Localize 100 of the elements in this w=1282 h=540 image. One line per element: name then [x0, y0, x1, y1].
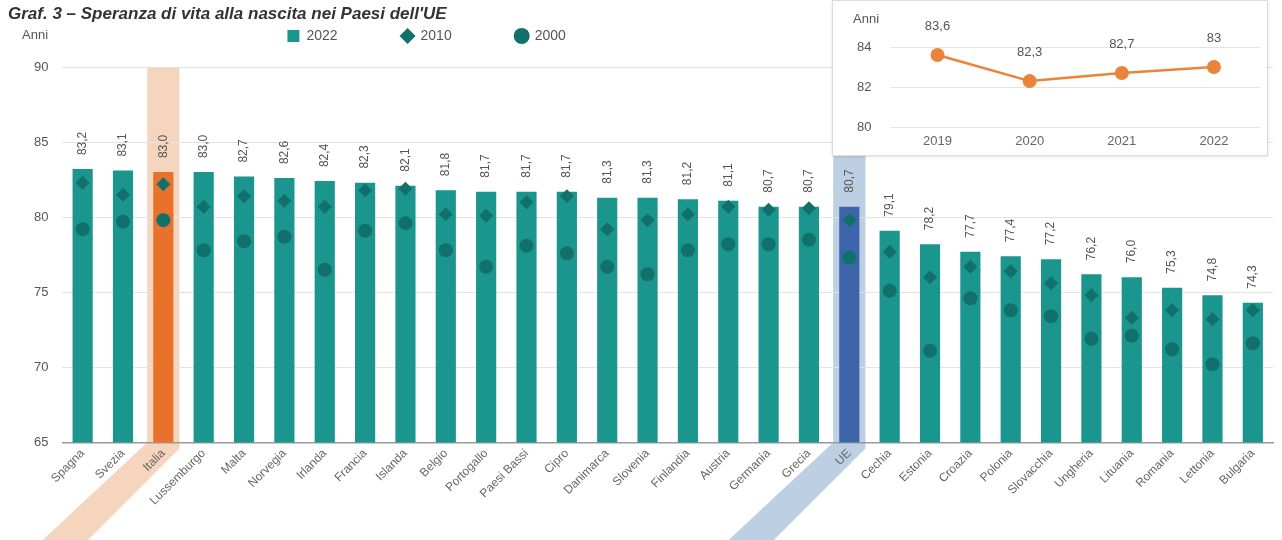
- point: [1245, 303, 1260, 318]
- x-tick-label: 2020: [1015, 132, 1045, 148]
- data-label: 81,8: [438, 152, 453, 177]
- point: [438, 207, 453, 222]
- point: [519, 238, 534, 253]
- point: [963, 259, 978, 274]
- y-tick-label: 80: [856, 118, 872, 134]
- point: [640, 213, 655, 228]
- point: [479, 259, 494, 274]
- y-tick-label: 70: [33, 358, 49, 374]
- point: [801, 201, 816, 216]
- x-tick-label: 2019: [923, 132, 952, 148]
- point: [1206, 60, 1221, 75]
- data-label: 83,0: [196, 134, 210, 159]
- data-label: 81,7: [518, 153, 533, 178]
- data-label: 82,3: [357, 144, 372, 169]
- point: [930, 48, 945, 63]
- data-label: 83: [1206, 30, 1222, 46]
- point: [115, 214, 130, 229]
- y-tick-label: 65: [33, 433, 49, 449]
- data-label: 82,6: [276, 140, 291, 165]
- point: [882, 283, 897, 298]
- point: [358, 223, 373, 238]
- legend-label: 2010: [420, 26, 452, 43]
- data-label: 82,7: [1109, 36, 1135, 52]
- point: [761, 237, 776, 252]
- point: [842, 213, 857, 228]
- data-label: 75,3: [1164, 250, 1179, 274]
- point: [196, 199, 211, 214]
- data-label: 81,1: [720, 162, 735, 187]
- y-tick-label: 75: [33, 283, 49, 299]
- point: [317, 262, 332, 277]
- point: [1124, 328, 1139, 343]
- point: [1084, 331, 1099, 346]
- point: [923, 343, 938, 358]
- legend-label: 2000: [534, 26, 567, 43]
- data-label: 80,7: [841, 168, 856, 193]
- point: [600, 259, 615, 274]
- point: [1124, 310, 1139, 325]
- point: [156, 177, 171, 192]
- data-label: 77,7: [962, 214, 977, 238]
- y-tick-label: 90: [33, 58, 49, 74]
- y-axis-title: Anni: [22, 26, 49, 42]
- point: [115, 187, 130, 202]
- y-tick-label: 82: [856, 78, 872, 94]
- data-label: 82,3: [1017, 44, 1043, 60]
- point: [1114, 66, 1129, 81]
- point: [761, 202, 776, 217]
- point: [963, 291, 978, 306]
- y-tick-label: 80: [33, 208, 49, 224]
- point: [358, 183, 373, 198]
- point: [237, 189, 252, 204]
- point: [75, 222, 90, 237]
- data-label: 77,2: [1043, 221, 1058, 246]
- point: [559, 189, 574, 204]
- point: [196, 243, 211, 258]
- data-label: 83,6: [924, 18, 951, 34]
- point: [156, 213, 171, 228]
- point: [721, 237, 736, 252]
- data-label: 78,2: [922, 206, 937, 231]
- data-label: 80,7: [760, 168, 775, 193]
- data-label: 81,7: [559, 153, 574, 178]
- chart-title: Graf. 3 – Speranza di vita alla nascita nei Paesi dell'UE: [8, 3, 448, 23]
- point: [1044, 309, 1059, 324]
- point: [801, 232, 816, 247]
- data-label: 74,8: [1204, 257, 1219, 282]
- point: [1245, 336, 1260, 351]
- point: [479, 208, 494, 223]
- data-label: 83,2: [74, 131, 89, 156]
- data-label: 77,4: [1003, 218, 1018, 243]
- point: [1165, 342, 1180, 357]
- point: [398, 181, 413, 196]
- data-label: 82,7: [236, 138, 251, 163]
- data-label: 82,1: [397, 147, 412, 172]
- data-label: 81,3: [639, 159, 654, 184]
- data-label: 76,0: [1124, 239, 1139, 264]
- point: [842, 250, 857, 265]
- point: [680, 207, 695, 222]
- point: [277, 229, 292, 244]
- point: [1205, 312, 1220, 327]
- point: [640, 267, 655, 282]
- point: [923, 270, 938, 285]
- point: [1003, 303, 1018, 318]
- data-label: 81,7: [478, 153, 493, 178]
- point: [680, 243, 695, 258]
- point: [559, 246, 574, 261]
- point: [237, 234, 252, 249]
- point: [277, 193, 292, 208]
- point: [398, 216, 413, 231]
- point: [438, 243, 453, 258]
- point: [1205, 357, 1220, 372]
- point: [1044, 276, 1059, 291]
- data-label: 79,1: [881, 192, 896, 217]
- point: [600, 222, 615, 237]
- point: [519, 195, 534, 210]
- point: [1084, 288, 1099, 303]
- data-label: 81,2: [680, 161, 695, 186]
- data-label: 83,1: [115, 132, 130, 157]
- point: [721, 199, 736, 214]
- data-label: 83,0: [155, 134, 170, 159]
